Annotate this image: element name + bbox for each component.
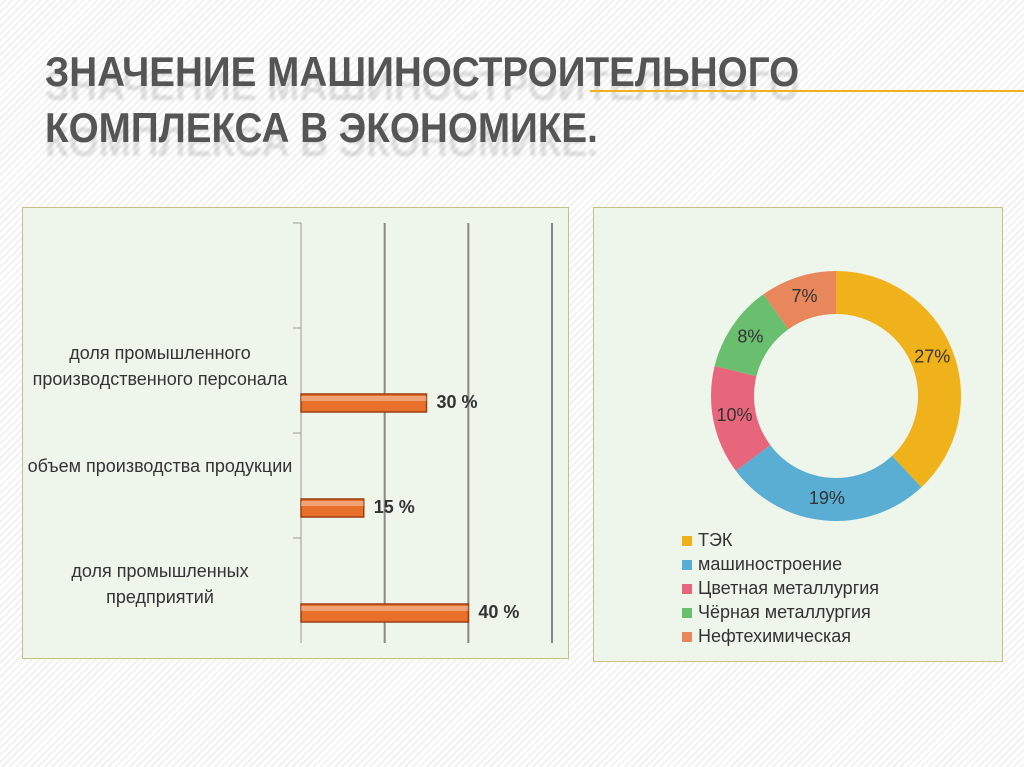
value-label: 7% — [791, 286, 817, 306]
legend-label: Цветная металлургия — [698, 578, 879, 598]
donut-chart: 27% ТЭК 19% машиностроение 10% Цветная металл… — [682, 271, 961, 646]
bar-highlight — [301, 606, 469, 611]
value-label: 27% — [914, 347, 950, 367]
donut-slice — [836, 271, 961, 488]
legend-swatch — [682, 536, 692, 546]
category-label: объем производства продукции — [27, 456, 293, 476]
bar-chart: 30 % 15 % 40 % — [293, 222, 553, 643]
category-label: доля промышленного производственного пер… — [32, 343, 288, 389]
value-label: 40 % — [478, 602, 519, 622]
value-label: 30 % — [437, 392, 478, 412]
legend-swatch — [682, 584, 692, 594]
bar-panel: 30 % 15 % 40 % доля промышленного производ… — [22, 207, 569, 659]
donut-panel: 27% ТЭК 19% машиностроение 10% Цветная металл… — [593, 207, 1003, 662]
legend-label: Чёрная металлургия — [698, 602, 871, 622]
category-label: доля промышленных предприятий — [71, 561, 249, 607]
donut-slice — [711, 365, 771, 471]
legend-swatch — [682, 608, 692, 618]
slide-title: КОМПЛЕКСА В ЭКОНОМИКЕ. — [45, 104, 598, 151]
value-label: 8% — [737, 327, 763, 347]
value-label: 10% — [717, 405, 753, 425]
accent-line — [590, 90, 1024, 92]
slide-title: ЗНАЧЕНИЕ МАШИНОСТРОИТЕЛЬНОГО — [45, 48, 800, 95]
donut-slice — [763, 271, 836, 330]
bar — [300, 603, 470, 623]
legend-label: ТЭК — [698, 530, 733, 550]
value-label: 15 % — [374, 497, 415, 517]
donut-slice — [714, 294, 789, 377]
donut-slice — [735, 445, 922, 521]
bar-highlight — [301, 501, 364, 506]
bar — [300, 393, 428, 413]
value-label: 19% — [809, 488, 845, 508]
bar — [300, 498, 365, 518]
legend-swatch — [682, 632, 692, 642]
legend-label: машиностроение — [698, 554, 842, 574]
legend-label: Нефтехимическая — [698, 626, 851, 646]
bar-highlight — [301, 396, 427, 401]
legend-swatch — [682, 560, 692, 570]
